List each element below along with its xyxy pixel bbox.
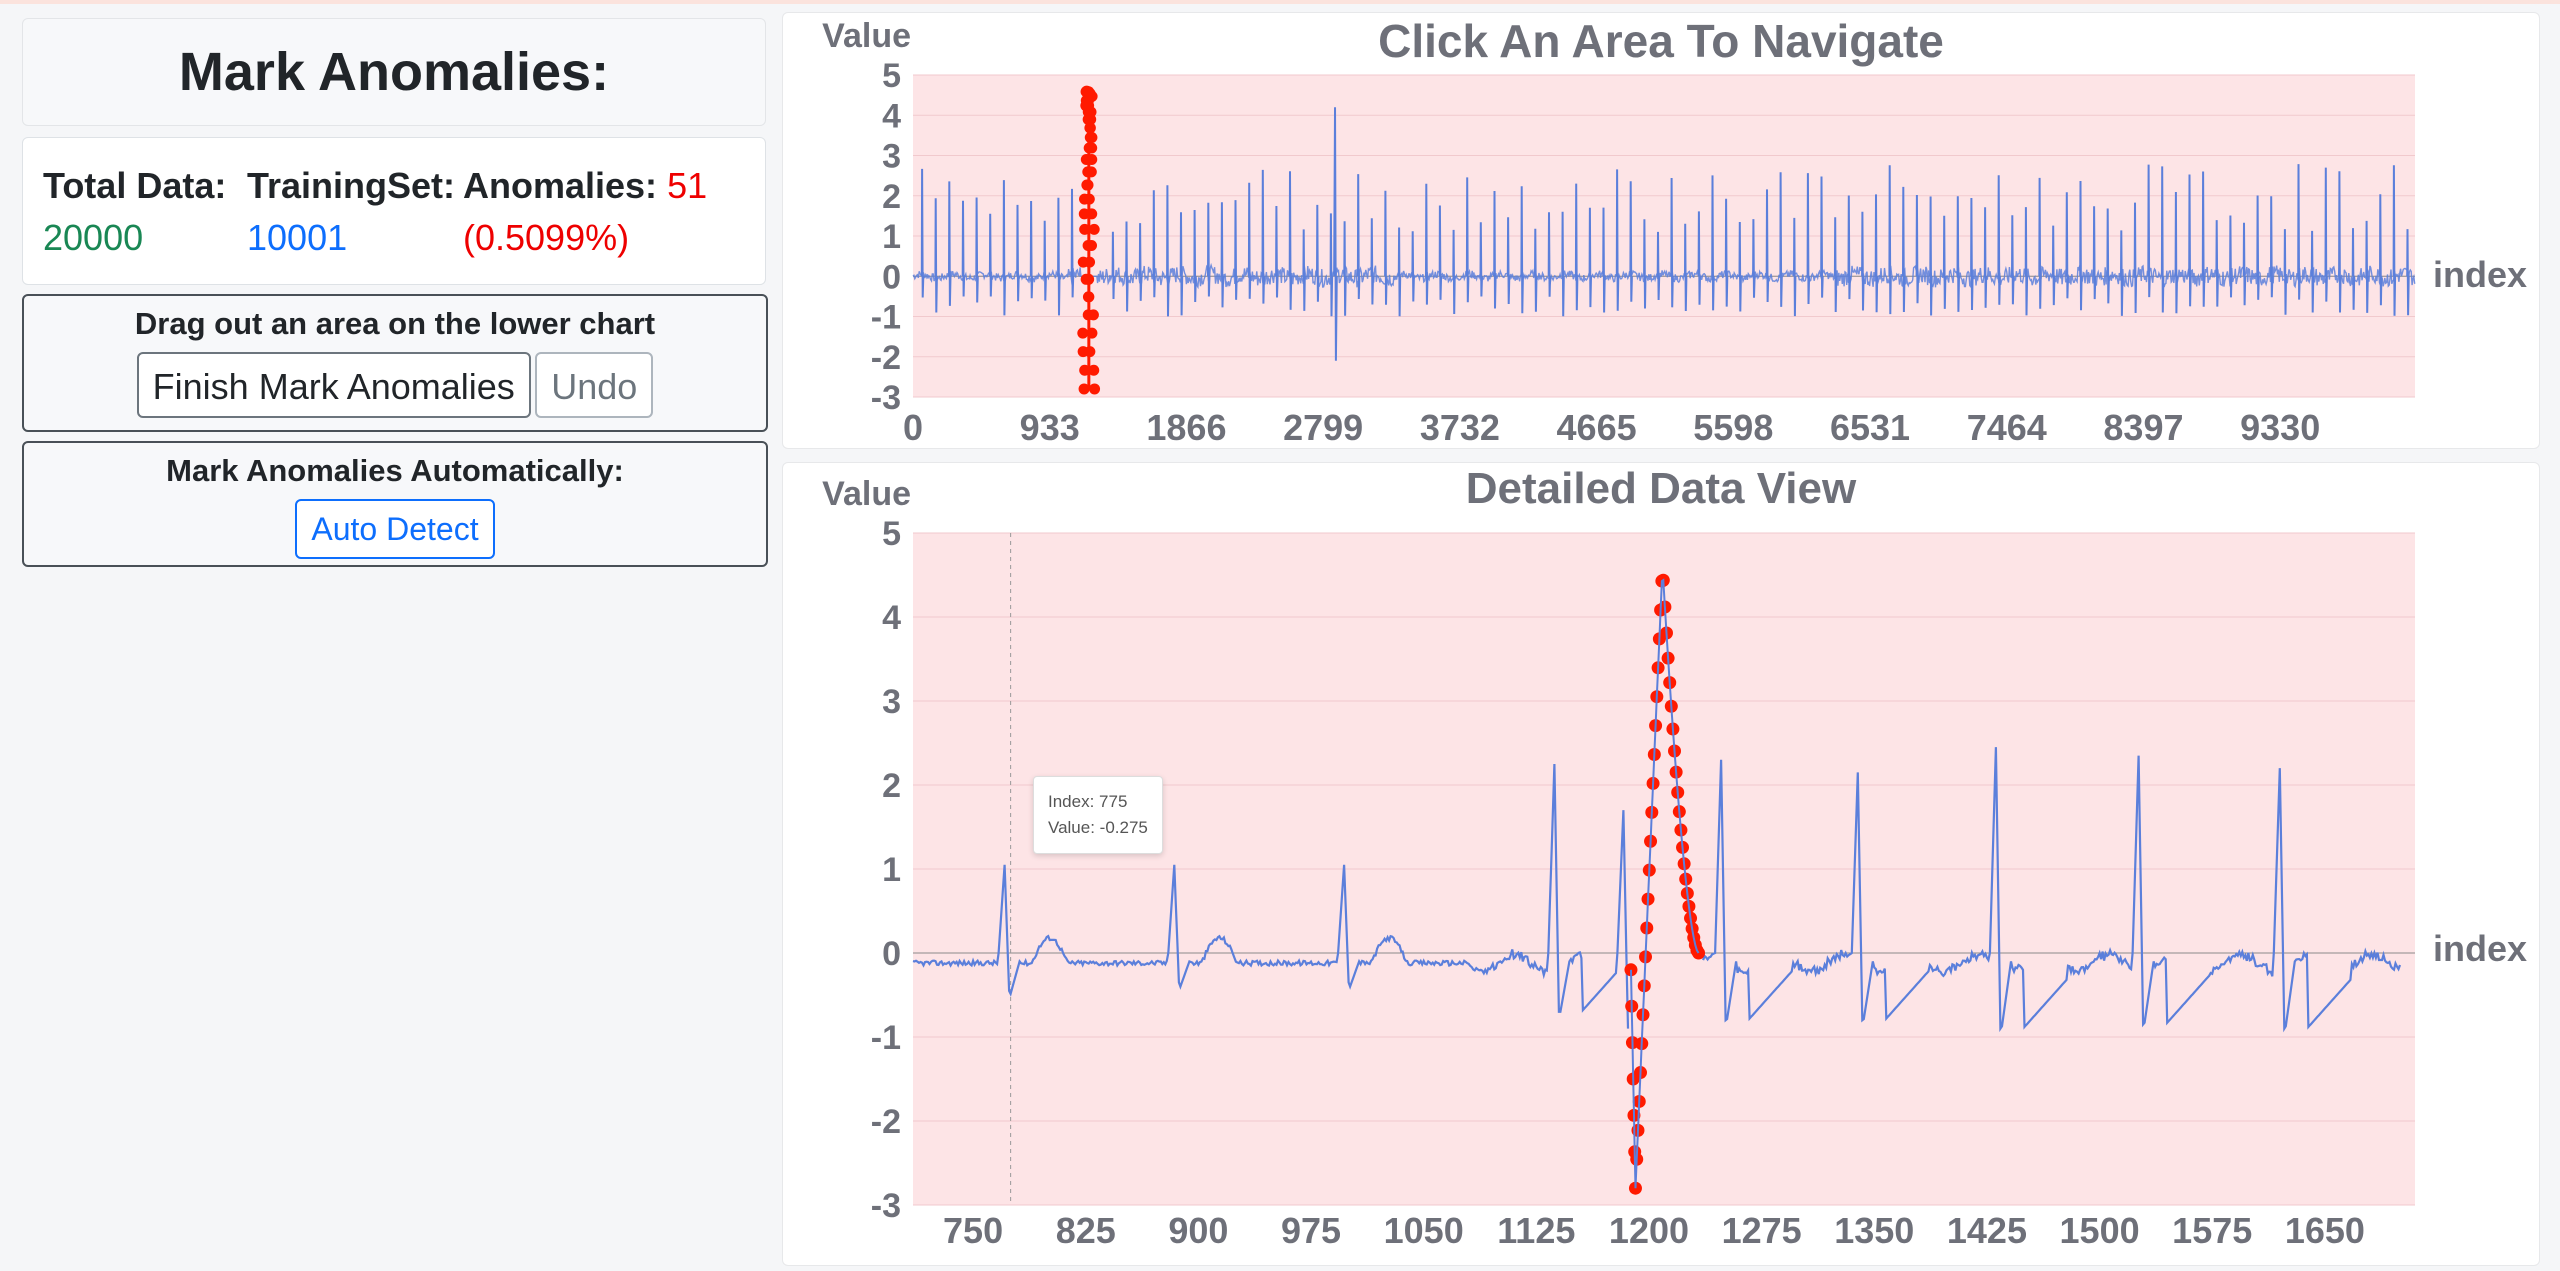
- manual-mark-heading: Drag out an area on the lower chart: [134, 306, 656, 341]
- y-tick-label: 0: [882, 935, 901, 973]
- anomaly-point: [1088, 364, 1100, 376]
- x-tick-label: 1350: [1834, 1210, 1914, 1251]
- y-tick-label: 1: [882, 218, 901, 256]
- y-tick-label: -3: [871, 1187, 901, 1225]
- y-tick-label: 4: [882, 97, 901, 135]
- tooltip-index: Index: 775: [1048, 792, 1128, 811]
- y-tick-label: 5: [882, 57, 901, 95]
- chart-title: Click An Area To Navigate: [1378, 15, 1944, 67]
- y-tick-label: 4: [882, 599, 901, 637]
- y-tick-label: -3: [871, 379, 901, 417]
- anomaly-point: [1692, 946, 1706, 960]
- anomaly-point: [1624, 963, 1638, 977]
- x-tick-label: 1866: [1146, 407, 1226, 448]
- x-tick-label: 0: [903, 407, 923, 448]
- x-tick-label: 1275: [1722, 1210, 1802, 1251]
- tooltip-value: Value: -0.275: [1048, 818, 1148, 837]
- x-tick-label: 5598: [1693, 407, 1773, 448]
- anomaly-point: [1077, 327, 1089, 339]
- chart-title: Detailed Data View: [1466, 464, 1857, 513]
- x-tick-label: 8397: [2103, 407, 2183, 448]
- auto-mark-heading: Mark Anomalies Automatically:: [166, 453, 624, 488]
- x-tick-label: 1200: [1609, 1210, 1689, 1251]
- x-tick-label: 1425: [1947, 1210, 2027, 1251]
- y-tick-label: -2: [871, 339, 901, 377]
- x-tick-label: 2799: [1283, 407, 1363, 448]
- x-tick-label: 1500: [2060, 1210, 2140, 1251]
- series-beats: [920, 164, 2410, 317]
- x-tick-label: 750: [943, 1210, 1003, 1251]
- top-accent-line: [0, 0, 2560, 4]
- total-data-label: Total Data:: [43, 165, 227, 206]
- x-tick-label: 1050: [1384, 1210, 1464, 1251]
- y-tick-label: -1: [871, 1019, 901, 1057]
- x-axis-title: index: [2433, 254, 2527, 295]
- series-line: [912, 747, 2402, 1033]
- total-data-value: 20000: [43, 217, 144, 258]
- y-tick-label: 2: [882, 767, 901, 805]
- manual-mark-box: Drag out an area on the lower chart Fini…: [22, 294, 768, 432]
- y-tick-label: -2: [871, 1103, 901, 1141]
- data-tooltip: Index: 775 Value: -0.275: [1033, 776, 1163, 854]
- auto-mark-box: Mark Anomalies Automatically: Auto Detec…: [22, 441, 768, 567]
- series-baseline: [912, 262, 2416, 290]
- training-set-label: TrainingSet:: [247, 165, 456, 206]
- anomaly-point: [1084, 122, 1096, 134]
- training-set-stat: TrainingSet: 10001: [247, 160, 455, 264]
- x-tick-label: 7464: [1967, 407, 2047, 448]
- y-tick-label: 2: [882, 178, 901, 216]
- stats-panel: Total Data: 20000 TrainingSet: 10001 Ano…: [22, 137, 766, 285]
- y-tick-label: 5: [882, 515, 901, 553]
- mark-anomalies-title: Mark Anomalies:: [22, 18, 766, 126]
- anomaly-point: [1078, 383, 1090, 395]
- x-tick-label: 3732: [1420, 407, 1500, 448]
- training-set-value: 10001: [247, 217, 348, 258]
- x-tick-label: 1575: [2172, 1210, 2252, 1251]
- anomalies-label: Anomalies:: [463, 165, 658, 206]
- auto-detect-button[interactable]: Auto Detect: [295, 499, 495, 559]
- detail-chart[interactable]: 5 4 3 2 1 0 -1 -2 -3 750 825 900 975 1050 1125 1200 1275…: [783, 463, 2539, 1265]
- total-data-stat: Total Data: 20000: [43, 160, 226, 264]
- x-tick-label: 1650: [2285, 1210, 2365, 1251]
- anomaly-point: [1089, 383, 1101, 395]
- x-tick-label: 4665: [1557, 407, 1637, 448]
- x-tick-label: 825: [1056, 1210, 1116, 1251]
- x-axis-title: index: [2433, 928, 2527, 969]
- detail-chart-card[interactable]: 5 4 3 2 1 0 -1 -2 -3 750 825 900 975 1050 1125 1200 1275…: [782, 462, 2540, 1266]
- finish-mark-anomalies-button[interactable]: Finish Mark Anomalies: [136, 352, 531, 418]
- overview-chart-card[interactable]: 5 4 3 2 1 0 -1 -2 -3 0 933 1866 2799 3732 4665 5598 6531…: [782, 12, 2540, 449]
- anomalies-percent: (0.5099%): [463, 217, 630, 258]
- y-tick-label: -1: [871, 299, 901, 337]
- y-tick-label: 1: [882, 851, 901, 889]
- series-spike: [1333, 107, 1338, 361]
- undo-button[interactable]: Undo: [535, 352, 654, 418]
- x-tick-label: 933: [1020, 407, 1080, 448]
- x-tick-label: 6531: [1830, 407, 1910, 448]
- anomaly-series-line: [1630, 578, 1700, 1189]
- y-tick-label: 3: [882, 683, 901, 721]
- y-tick-label: 0: [882, 258, 901, 296]
- y-axis-title: Value: [822, 475, 911, 513]
- anomaly-point: [1087, 309, 1099, 321]
- x-tick-label: 975: [1281, 1210, 1341, 1251]
- anomalies-count: 51: [667, 165, 708, 206]
- y-tick-label: 3: [882, 138, 901, 176]
- x-tick-label: 900: [1168, 1210, 1228, 1251]
- anomalies-stat: Anomalies: 51 (0.5099%): [463, 160, 707, 264]
- x-tick-label: 9330: [2240, 407, 2320, 448]
- x-tick-label: 1125: [1497, 1210, 1575, 1251]
- y-axis-title: Value: [822, 17, 911, 55]
- page-title: Mark Anomalies:: [178, 42, 610, 102]
- anomaly-point: [1088, 223, 1100, 235]
